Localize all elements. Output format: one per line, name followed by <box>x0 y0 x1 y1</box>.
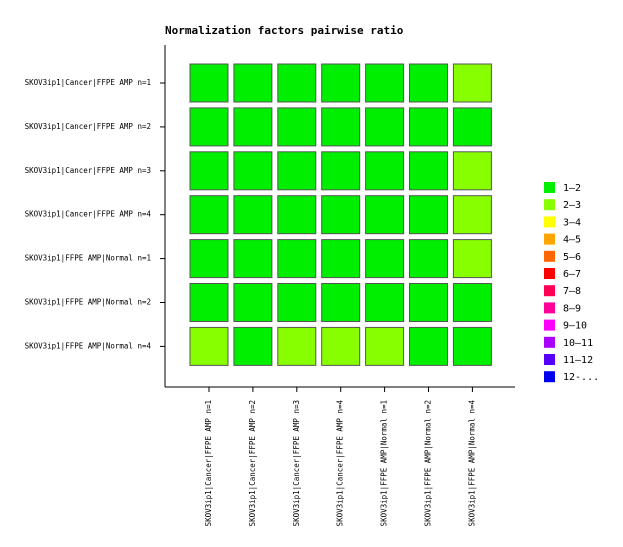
legend-label: 2–3 <box>563 200 581 211</box>
row-label: SKOV3ip1|Cancer|FFPE AMP n=1 <box>25 78 151 87</box>
legend-swatch <box>544 233 555 245</box>
legend-swatch <box>544 319 555 331</box>
legend-swatch <box>544 371 555 383</box>
cell <box>365 107 405 147</box>
cell <box>409 195 448 235</box>
legend-label: 8–9 <box>563 303 581 314</box>
cell <box>365 151 405 191</box>
cell <box>233 283 273 322</box>
legend-swatch <box>544 216 555 228</box>
legend-label: 5–6 <box>563 252 581 263</box>
chart-title: Normalization factors pairwise ratio <box>165 24 404 37</box>
legend-label: 10–11 <box>563 338 593 349</box>
row-label: SKOV3ip1|Cancer|FFPE AMP n=3 <box>25 166 151 175</box>
legend-label: 11–12 <box>563 355 593 366</box>
cell <box>277 239 317 279</box>
cell <box>189 239 229 279</box>
row-label: SKOV3ip1|Cancer|FFPE AMP n=2 <box>25 122 151 131</box>
legend-label: 3–4 <box>563 217 581 228</box>
cell <box>365 283 405 322</box>
cell <box>365 195 405 235</box>
legend-label: 9–10 <box>563 321 587 332</box>
legend-swatch <box>544 302 555 314</box>
cell <box>189 195 229 235</box>
column-label: SKOV3ip1|FFPE AMP|Normal n=2 <box>424 400 433 526</box>
cell <box>277 283 317 322</box>
legend-label: 7–8 <box>563 286 581 297</box>
cell <box>365 326 405 366</box>
cell <box>233 63 273 103</box>
cell <box>452 151 492 191</box>
cell <box>189 283 229 322</box>
cell <box>189 326 229 366</box>
legend-label: 12-... <box>563 372 599 383</box>
row-label: SKOV3ip1|FFPE AMP|Normal n=2 <box>25 298 151 307</box>
column-label: SKOV3ip1|Cancer|FFPE AMP n=3 <box>292 400 301 526</box>
cell <box>452 239 492 279</box>
cell <box>365 63 405 103</box>
legend-swatch <box>544 199 555 211</box>
cell <box>189 107 229 147</box>
cell <box>452 107 492 147</box>
legend-swatch <box>544 336 555 348</box>
column-label: SKOV3ip1|FFPE AMP|Normal n=1 <box>380 400 389 526</box>
column-label: SKOV3ip1|Cancer|FFPE AMP n=4 <box>336 400 345 527</box>
cell <box>321 107 361 147</box>
column-label: SKOV3ip1|FFPE AMP|Normal n=4 <box>467 400 476 527</box>
cell <box>233 195 273 235</box>
cell <box>409 107 448 147</box>
cell <box>321 326 361 366</box>
cell <box>321 195 361 235</box>
legend-swatch <box>544 285 555 297</box>
cell <box>321 151 361 191</box>
legend-swatch <box>544 268 555 279</box>
cell <box>277 63 317 103</box>
cell <box>452 195 492 235</box>
cell <box>452 326 492 366</box>
cell <box>189 151 229 191</box>
row-label: SKOV3ip1|FFPE AMP|Normal n=1 <box>25 254 151 263</box>
legend-label: 4–5 <box>563 235 581 246</box>
cell <box>409 239 448 279</box>
legend-swatch <box>544 250 555 262</box>
cell <box>321 63 361 103</box>
cell <box>233 107 273 147</box>
legend-swatch <box>544 182 555 193</box>
cell <box>409 151 448 191</box>
cell <box>233 326 273 366</box>
cell <box>233 239 273 279</box>
row-label: SKOV3ip1|Cancer|FFPE AMP n=4 <box>25 210 152 219</box>
cell <box>321 239 361 279</box>
cell <box>452 63 492 103</box>
cell <box>409 326 448 366</box>
legend-label: 1–2 <box>563 183 581 194</box>
cell <box>365 239 405 279</box>
cell <box>277 151 317 191</box>
cell <box>409 283 448 322</box>
legend-label: 6–7 <box>563 269 581 280</box>
cell <box>189 63 229 103</box>
cell <box>409 63 448 103</box>
cell <box>277 195 317 235</box>
column-label: SKOV3ip1|Cancer|FFPE AMP n=2 <box>248 400 257 526</box>
row-label: SKOV3ip1|FFPE AMP|Normal n=4 <box>25 341 152 350</box>
column-label: SKOV3ip1|Cancer|FFPE AMP n=1 <box>204 400 213 526</box>
cell <box>452 283 492 322</box>
cell <box>321 283 361 322</box>
cell <box>233 151 273 191</box>
cell <box>277 107 317 147</box>
cell <box>277 326 317 366</box>
legend-swatch <box>544 354 555 365</box>
